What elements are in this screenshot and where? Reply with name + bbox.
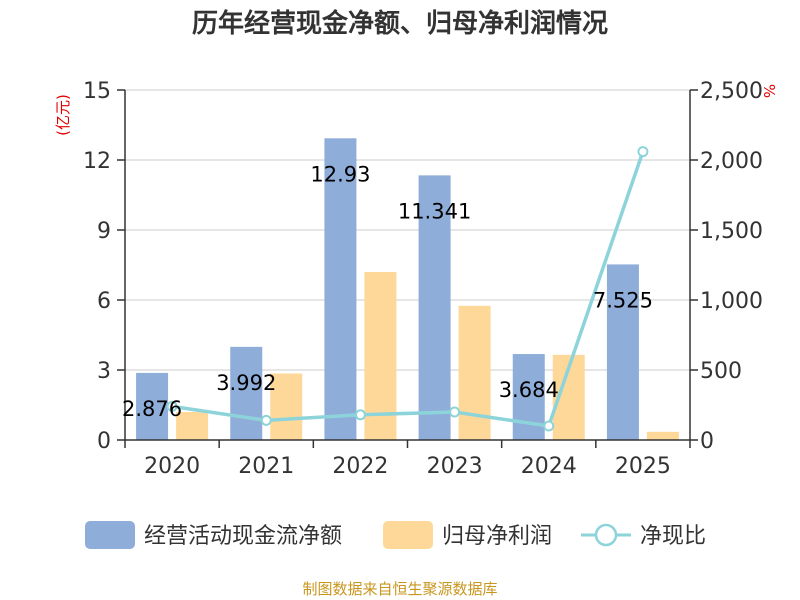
data-labels-group: 2.876 3.992 12.93 11.341 3.684 7.525	[122, 162, 653, 421]
left-tick-label: 6	[97, 289, 111, 314]
chart-title: 历年经营现金净额、归母净利润情况	[192, 8, 608, 39]
ratio-point	[260, 414, 272, 426]
right-tick-label: 0	[700, 429, 714, 454]
right-tick-label: 1,000	[700, 289, 763, 314]
left-tick-label: 12	[83, 149, 111, 174]
bars-group	[136, 138, 679, 441]
left-tick-label: 15	[83, 79, 111, 104]
legend-swatch-net-profit	[383, 521, 433, 549]
bar-cashflow	[606, 264, 639, 440]
right-tick-label: 2,000	[700, 149, 763, 174]
legend-label-cashflow: 经营活动现金流净额	[144, 524, 342, 549]
data-label-cashflow: 7.525	[593, 288, 653, 312]
right-tick-label: 2,500	[700, 79, 763, 104]
ratio-point	[637, 146, 649, 158]
ratio-point	[354, 409, 366, 421]
ratio-point	[449, 406, 461, 418]
legend-label-net-profit: 归母净利润	[442, 524, 552, 549]
axes-group: 0 0 3 500 6 1,000 9 1,500 12 2,000 15 2,500 2020 2021…	[54, 79, 778, 479]
bar-net-profit	[270, 373, 303, 440]
x-tick-label: 2020	[144, 454, 200, 479]
left-axis-unit: (亿元)	[54, 94, 72, 136]
bar-net-profit	[458, 305, 491, 440]
x-tick-label: 2022	[332, 454, 388, 479]
bar-cashflow	[324, 138, 357, 441]
legend-label-ratio: 净现比	[640, 524, 706, 549]
ratio-point	[166, 400, 178, 412]
bar-net-profit	[364, 272, 397, 440]
x-tick-label: 2021	[238, 454, 294, 479]
ratio-line	[171, 151, 645, 428]
bar-net-profit	[646, 431, 679, 440]
legend-swatch-ratio-point	[594, 523, 618, 547]
data-label-cashflow: 11.341	[398, 199, 471, 223]
legend: 经营活动现金流净额 归母净利润 净现比	[85, 521, 706, 549]
left-tick-label: 9	[97, 219, 111, 244]
x-tick-label: 2024	[521, 454, 577, 479]
left-tick-label: 0	[97, 429, 111, 454]
right-tick-label: 1,500	[700, 219, 763, 244]
data-label-cashflow: 3.684	[499, 378, 559, 402]
right-tick-label: 500	[700, 359, 742, 384]
data-label-cashflow: 12.93	[310, 162, 370, 186]
bar-cashflow	[230, 346, 263, 440]
x-tick-label: 2025	[615, 454, 671, 479]
right-axis-unit: %	[760, 84, 778, 98]
source-note: 制图数据来自恒生聚源数据库	[302, 580, 497, 598]
left-tick-label: 3	[97, 359, 111, 384]
data-label-cashflow: 2.876	[122, 397, 182, 421]
bar-cashflow	[418, 175, 451, 441]
data-label-cashflow: 3.992	[216, 371, 276, 395]
ratio-point	[543, 420, 555, 432]
bar-net-profit	[176, 412, 209, 440]
legend-swatch-cashflow	[85, 521, 135, 549]
x-tick-label: 2023	[427, 454, 483, 479]
ratio-line-group	[166, 146, 649, 432]
bar-cashflow	[136, 372, 169, 440]
